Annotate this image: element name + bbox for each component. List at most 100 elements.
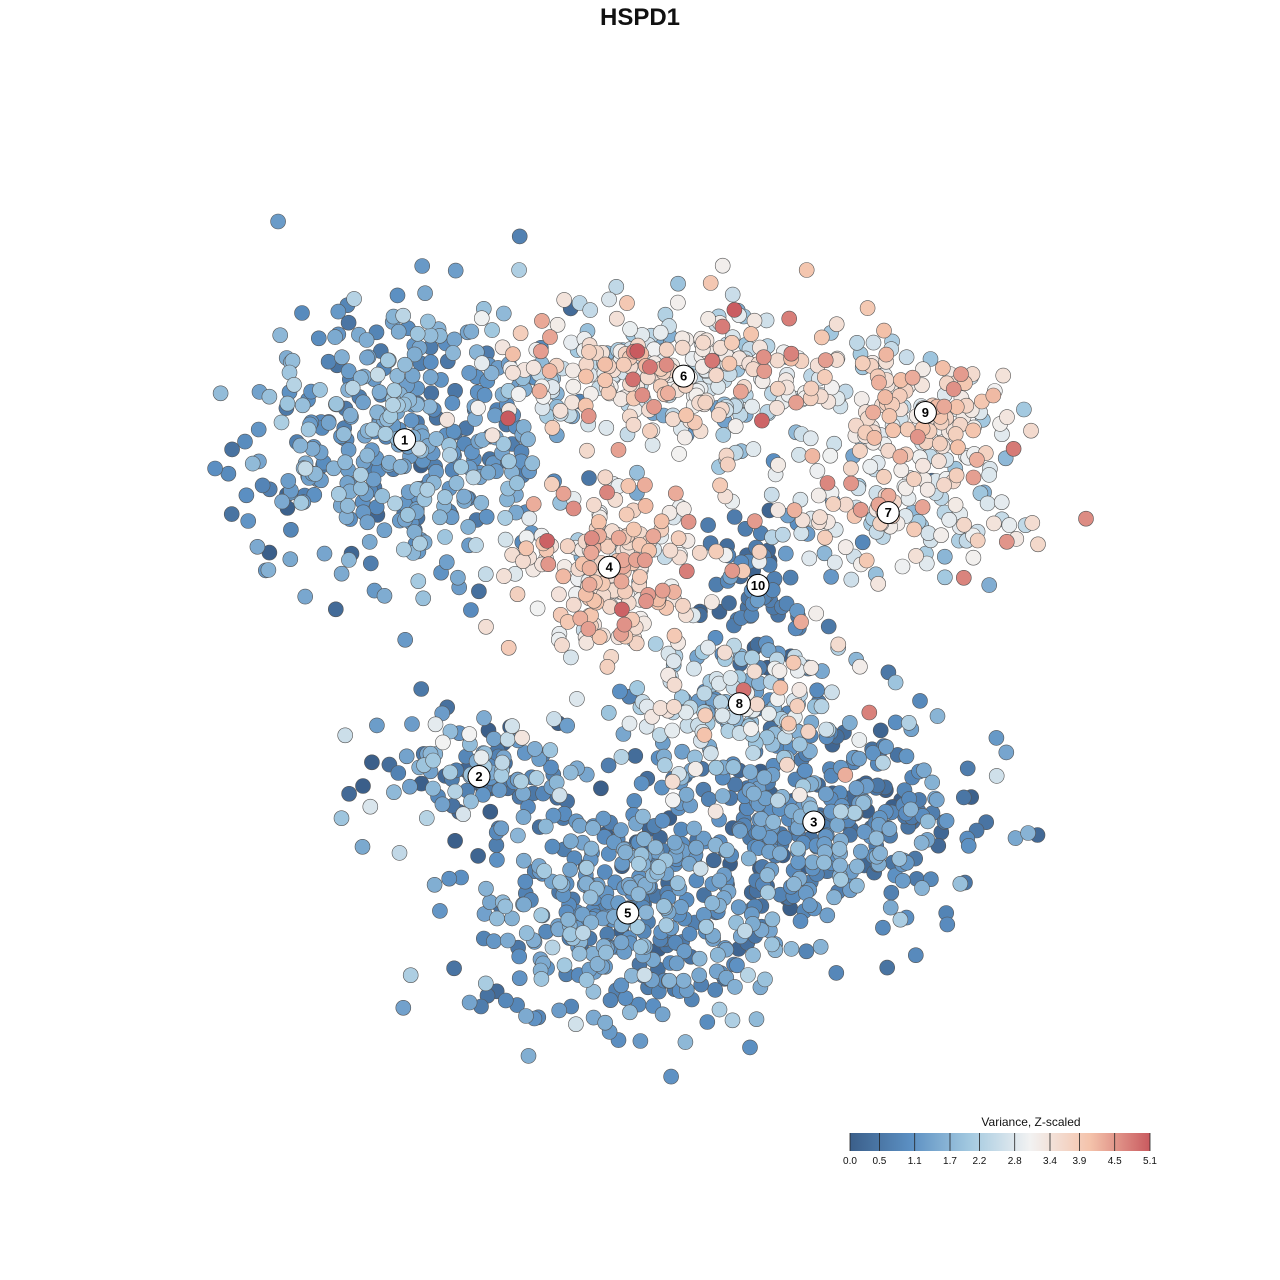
- data-point: [714, 707, 731, 724]
- color-legend: Variance, Z-scaled 0.0 0.5 1.1 1.7 2.2 2.8 3.4…: [843, 1115, 1157, 1167]
- data-point: [453, 459, 469, 475]
- data-point: [327, 601, 344, 618]
- data-point: [625, 371, 641, 388]
- data-point: [790, 854, 807, 870]
- data-point: [681, 926, 698, 942]
- data-point: [809, 463, 826, 479]
- data-point: [562, 764, 579, 781]
- data-point: [797, 762, 813, 779]
- data-point: [442, 447, 458, 463]
- data-point: [293, 494, 310, 511]
- data-point: [856, 824, 873, 840]
- data-point: [578, 634, 595, 651]
- data-point: [692, 860, 709, 877]
- data-point: [854, 355, 871, 372]
- data-point: [447, 832, 463, 849]
- data-point: [730, 899, 747, 916]
- data-point: [610, 530, 627, 546]
- data-point: [552, 402, 569, 419]
- data-point: [791, 446, 807, 463]
- legend-tick-label: 0.0: [843, 1156, 857, 1167]
- data-point: [802, 430, 819, 447]
- data-point: [702, 275, 719, 291]
- legend-tick-label: 1.1: [908, 1156, 922, 1167]
- data-point: [237, 433, 253, 450]
- data-point: [647, 636, 664, 652]
- data-point: [575, 925, 591, 941]
- data-point: [581, 344, 597, 360]
- data-point: [525, 496, 542, 512]
- data-point: [500, 639, 517, 656]
- data-point: [398, 748, 415, 765]
- data-point: [969, 532, 986, 549]
- data-point: [833, 871, 849, 888]
- data-point: [781, 310, 798, 327]
- data-point: [548, 774, 565, 791]
- data-point: [789, 698, 806, 714]
- data-point: [858, 552, 875, 569]
- data-point: [478, 618, 494, 635]
- data-point: [707, 803, 724, 820]
- data-point: [876, 468, 892, 485]
- data-point: [680, 513, 697, 530]
- data-point: [1023, 422, 1039, 439]
- data-point: [533, 907, 550, 924]
- data-point: [511, 948, 528, 965]
- data-point: [813, 329, 830, 346]
- data-point: [914, 499, 931, 515]
- cluster-label-badge: [467, 765, 491, 788]
- data-point: [552, 874, 568, 891]
- data-point: [748, 1011, 765, 1028]
- data-point: [825, 496, 842, 512]
- data-point: [756, 363, 773, 379]
- data-point: [866, 429, 883, 446]
- data-point: [986, 515, 1002, 532]
- data-point: [988, 768, 1005, 784]
- data-point: [546, 711, 562, 727]
- data-point: [785, 654, 802, 671]
- data-point: [813, 698, 830, 715]
- data-point: [353, 480, 369, 497]
- data-point: [562, 861, 578, 878]
- data-point: [740, 967, 756, 983]
- data-point: [529, 600, 546, 617]
- data-point: [563, 649, 579, 666]
- data-point: [580, 408, 597, 424]
- cluster-labels: 1 2 3 4 5 6 7 8 9 10: [393, 364, 937, 925]
- data-point: [555, 485, 572, 502]
- data-point: [724, 286, 741, 303]
- data-point: [476, 710, 492, 726]
- data-point: [878, 346, 895, 363]
- legend-tick-label: 1.7: [943, 1156, 957, 1167]
- data-point: [344, 380, 361, 396]
- data-point: [629, 919, 646, 935]
- data-point: [419, 481, 436, 498]
- cluster-label-badge: [597, 555, 621, 579]
- data-point: [727, 418, 744, 435]
- data-point: [872, 845, 888, 862]
- data-point: [678, 407, 695, 424]
- data-point: [632, 939, 649, 955]
- data-point: [480, 464, 497, 481]
- data-point: [602, 992, 619, 1009]
- data-point: [240, 513, 256, 529]
- data-point: [489, 852, 505, 868]
- data-point: [272, 327, 289, 344]
- data-point: [894, 558, 911, 575]
- data-point: [707, 982, 724, 998]
- data-point: [894, 872, 911, 889]
- data-point: [597, 356, 613, 373]
- data-point: [859, 300, 876, 316]
- data-point: [843, 571, 860, 588]
- data-point: [791, 682, 808, 698]
- data-point: [447, 783, 464, 800]
- data-point: [750, 824, 767, 841]
- data-point: [497, 510, 514, 526]
- data-point: [354, 838, 371, 855]
- data-point: [432, 903, 448, 919]
- data-point: [568, 1016, 584, 1032]
- data-point: [585, 820, 601, 836]
- legend-tick-label: 2.8: [1008, 1156, 1022, 1167]
- data-point: [341, 552, 357, 568]
- data-point: [742, 1039, 758, 1056]
